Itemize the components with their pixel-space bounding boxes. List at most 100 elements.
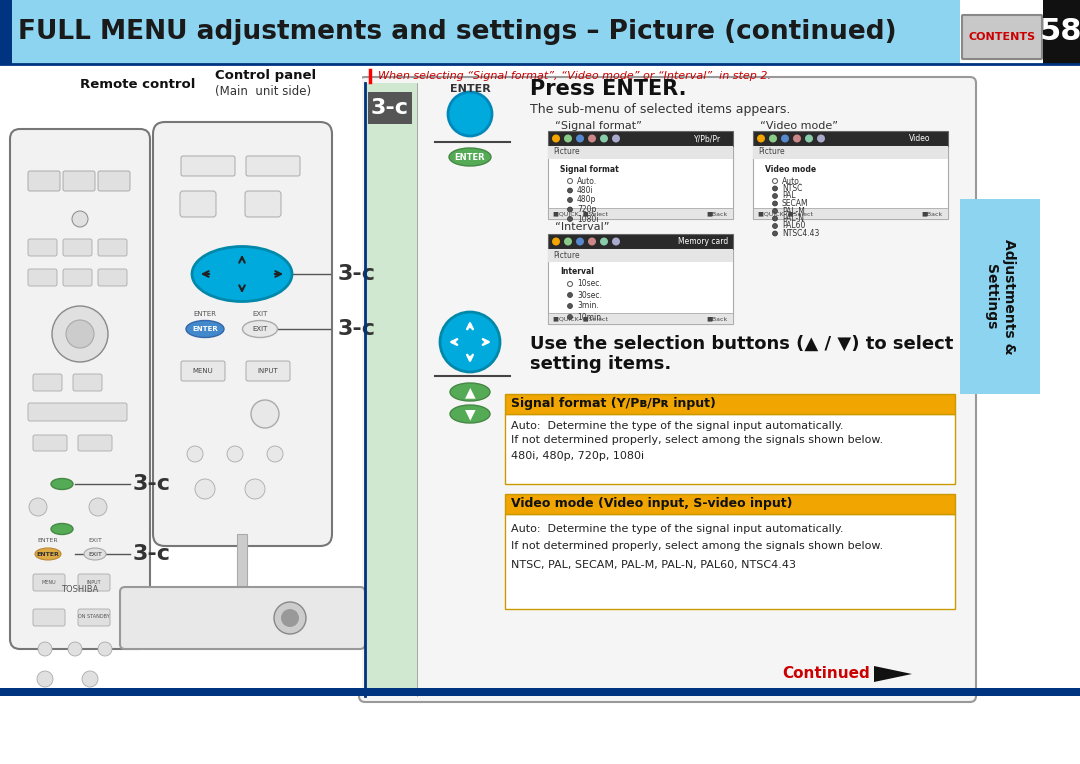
FancyBboxPatch shape: [153, 122, 332, 546]
FancyBboxPatch shape: [33, 435, 67, 451]
FancyBboxPatch shape: [548, 146, 733, 219]
FancyBboxPatch shape: [63, 239, 92, 256]
Ellipse shape: [51, 478, 73, 490]
FancyBboxPatch shape: [181, 361, 225, 381]
Circle shape: [274, 602, 306, 634]
Text: 3-c: 3-c: [338, 264, 376, 284]
Circle shape: [772, 231, 778, 236]
Text: Auto:  Determine the type of the signal input automatically.: Auto: Determine the type of the signal i…: [511, 524, 843, 534]
FancyBboxPatch shape: [548, 249, 733, 262]
Text: Adjustments &
Settings: Adjustments & Settings: [984, 239, 1016, 354]
Text: Video mode: Video mode: [765, 164, 816, 173]
Ellipse shape: [449, 148, 491, 166]
Text: 3min.: 3min.: [577, 302, 598, 310]
Circle shape: [588, 134, 596, 143]
FancyBboxPatch shape: [548, 208, 733, 219]
Text: Continued: Continued: [782, 666, 870, 681]
Circle shape: [612, 238, 620, 245]
Text: ENTER: ENTER: [37, 552, 59, 556]
Text: 30sec.: 30sec.: [577, 290, 602, 299]
FancyBboxPatch shape: [245, 191, 281, 217]
Text: Auto.: Auto.: [577, 176, 597, 186]
FancyBboxPatch shape: [120, 587, 365, 649]
Text: 720p: 720p: [577, 205, 596, 214]
FancyBboxPatch shape: [98, 239, 127, 256]
FancyBboxPatch shape: [359, 77, 976, 702]
Text: The sub-menu of selected items appears.: The sub-menu of selected items appears.: [530, 102, 791, 115]
FancyBboxPatch shape: [753, 131, 948, 146]
Text: NTSC, PAL, SECAM, PAL-M, PAL-N, PAL60, NTSC4.43: NTSC, PAL, SECAM, PAL-M, PAL-N, PAL60, N…: [511, 560, 796, 570]
FancyBboxPatch shape: [33, 609, 65, 626]
Text: setting items.: setting items.: [530, 355, 672, 373]
FancyBboxPatch shape: [98, 269, 127, 286]
FancyBboxPatch shape: [63, 269, 92, 286]
Circle shape: [772, 193, 778, 199]
Circle shape: [567, 293, 572, 297]
FancyBboxPatch shape: [548, 313, 733, 324]
Text: ENTER: ENTER: [455, 153, 485, 161]
Text: ▼: ▼: [464, 407, 475, 421]
Text: MENU: MENU: [192, 368, 214, 374]
Text: INPUT: INPUT: [86, 580, 102, 584]
Circle shape: [187, 446, 203, 462]
Text: ■Back: ■Back: [921, 211, 943, 216]
Circle shape: [769, 134, 777, 143]
FancyBboxPatch shape: [962, 15, 1042, 59]
Text: Remote control: Remote control: [80, 77, 195, 90]
Text: Signal format: Signal format: [561, 164, 619, 173]
FancyBboxPatch shape: [0, 688, 1080, 696]
FancyBboxPatch shape: [0, 0, 12, 64]
Text: NTSC4.43: NTSC4.43: [782, 229, 820, 238]
FancyBboxPatch shape: [246, 156, 300, 176]
Text: TOSHIBA: TOSHIBA: [62, 584, 98, 594]
Text: Video: Video: [909, 134, 931, 143]
Circle shape: [267, 446, 283, 462]
Circle shape: [89, 498, 107, 516]
Text: ▲: ▲: [464, 385, 475, 399]
FancyBboxPatch shape: [0, 64, 362, 696]
Text: Memory card: Memory card: [678, 237, 728, 246]
Ellipse shape: [84, 548, 106, 560]
FancyBboxPatch shape: [181, 156, 235, 176]
FancyBboxPatch shape: [180, 191, 216, 217]
Text: Interval: Interval: [561, 267, 594, 277]
Text: Video mode (Video input, S-video input): Video mode (Video input, S-video input): [511, 497, 793, 510]
Circle shape: [757, 134, 765, 143]
Text: 3-c: 3-c: [133, 474, 171, 494]
Circle shape: [567, 207, 572, 212]
Text: 480p: 480p: [577, 196, 596, 205]
Text: MENU: MENU: [42, 580, 56, 584]
FancyBboxPatch shape: [28, 171, 60, 191]
Circle shape: [245, 479, 265, 499]
FancyBboxPatch shape: [33, 574, 65, 591]
Text: PAL: PAL: [782, 192, 796, 200]
Text: PAL60: PAL60: [782, 222, 806, 231]
FancyBboxPatch shape: [1043, 0, 1080, 64]
Circle shape: [567, 198, 572, 202]
Circle shape: [567, 216, 572, 222]
Circle shape: [448, 92, 492, 136]
Text: EXIT: EXIT: [89, 552, 102, 556]
FancyBboxPatch shape: [246, 361, 291, 381]
Circle shape: [612, 134, 620, 143]
FancyBboxPatch shape: [753, 146, 948, 159]
Text: “Signal format”: “Signal format”: [555, 121, 642, 131]
FancyBboxPatch shape: [28, 269, 57, 286]
FancyBboxPatch shape: [78, 609, 110, 626]
Text: 480i: 480i: [577, 186, 594, 195]
Text: If not determined properly, select among the signals shown below.: If not determined properly, select among…: [511, 435, 883, 445]
Ellipse shape: [192, 247, 292, 302]
Text: ■Back: ■Back: [706, 316, 728, 321]
Circle shape: [37, 671, 53, 687]
FancyBboxPatch shape: [368, 92, 411, 124]
FancyBboxPatch shape: [33, 374, 62, 391]
FancyBboxPatch shape: [505, 514, 955, 609]
Ellipse shape: [35, 548, 60, 560]
Circle shape: [805, 134, 813, 143]
Ellipse shape: [51, 523, 73, 535]
Text: 3-c: 3-c: [372, 98, 409, 118]
Text: Y/Pb/Pr: Y/Pb/Pr: [694, 134, 721, 143]
Text: “Video mode”: “Video mode”: [760, 121, 838, 131]
Text: ENTER: ENTER: [192, 326, 218, 332]
Circle shape: [588, 238, 596, 245]
